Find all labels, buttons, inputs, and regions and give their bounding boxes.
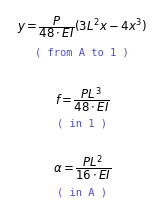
Text: $y = \dfrac{P}{48 \cdot EI}\left(3L^2x - 4x^3\right)$: $y = \dfrac{P}{48 \cdot EI}\left(3L^2x -…: [17, 14, 147, 40]
Text: ( in A ): ( in A ): [57, 187, 107, 197]
Text: $\alpha = \dfrac{PL^2}{16 \cdot EI}$: $\alpha = \dfrac{PL^2}{16 \cdot EI}$: [53, 154, 111, 183]
Text: ( from A to 1 ): ( from A to 1 ): [35, 48, 129, 58]
Text: $f = \dfrac{PL^3}{48 \cdot EI}$: $f = \dfrac{PL^3}{48 \cdot EI}$: [55, 85, 109, 115]
Text: ( in 1 ): ( in 1 ): [57, 118, 107, 128]
